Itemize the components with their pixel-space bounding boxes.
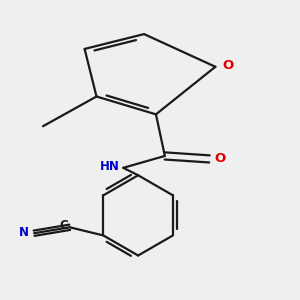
Text: O: O — [215, 152, 226, 165]
Text: C: C — [59, 219, 68, 232]
Text: HN: HN — [100, 160, 120, 173]
Text: N: N — [19, 226, 29, 239]
Text: O: O — [222, 59, 233, 72]
